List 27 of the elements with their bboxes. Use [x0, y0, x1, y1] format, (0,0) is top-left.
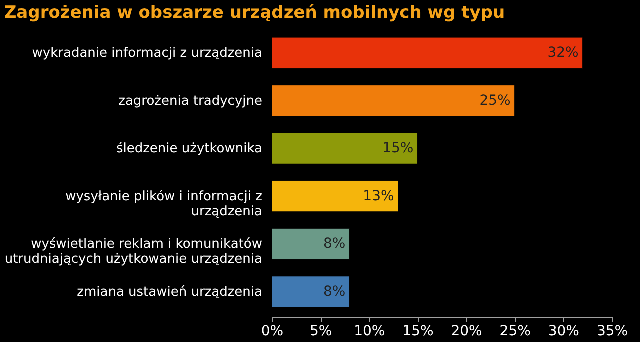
y-tick-label: zmiana ustawień urządzenia — [77, 284, 262, 300]
x-tick-label: 10% — [354, 324, 386, 340]
y-tick-label: wyświetlanie reklam i komunikatów utrudniających użytkowanie urządzenia — [4, 237, 263, 268]
data-label: 8% — [323, 284, 346, 300]
x-tick-label: 20% — [451, 324, 482, 340]
data-label: 25% — [480, 92, 511, 109]
y-tick-label: śledzenie użytkownika — [116, 142, 262, 157]
x-tick-label: 0% — [261, 324, 284, 340]
bar — [272, 180, 399, 212]
bar — [272, 276, 350, 308]
y-tick-label: zagrożenia tradycyjne — [118, 94, 262, 109]
y-tick-label: wykradanie informacji z urządzenia — [32, 46, 262, 62]
data-label: 8% — [323, 236, 346, 252]
chart-title: Zagrożenia w obszarze urządzeń mobilnych wg typu — [4, 3, 506, 23]
x-tick-label: 25% — [500, 324, 531, 340]
bar — [272, 37, 584, 69]
data-label: 13% — [363, 188, 394, 204]
data-label: 15% — [382, 140, 414, 157]
y-tick-label: wysyłanie plików i informacji z urządzenia — [66, 189, 263, 220]
x-tick-label: 30% — [548, 324, 580, 340]
x-tick-label: 35% — [596, 324, 628, 340]
bar — [272, 132, 418, 164]
x-tick-label: 5% — [310, 324, 332, 340]
bar — [272, 228, 350, 260]
x-tick-label: 15% — [402, 324, 434, 340]
data-label: 32% — [548, 45, 579, 62]
bar — [272, 85, 516, 117]
